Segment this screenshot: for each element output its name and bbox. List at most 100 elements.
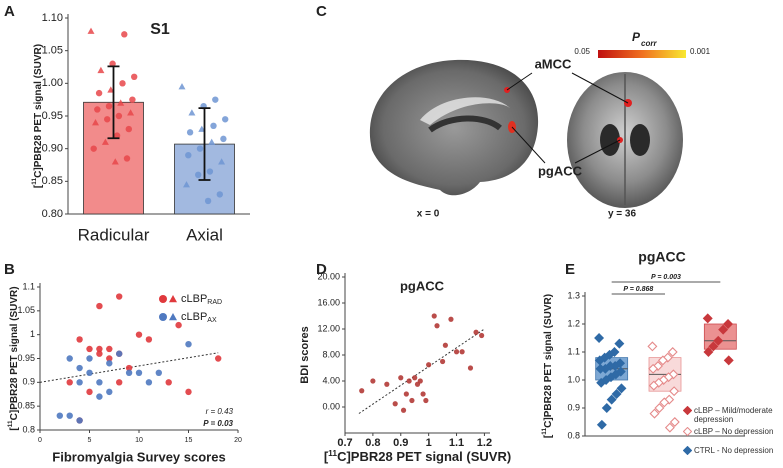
y-tick-label: 8.00 [322, 349, 340, 359]
data-point [76, 336, 83, 343]
data-point [145, 336, 153, 343]
data-point [94, 106, 101, 113]
panel-label: E [565, 261, 575, 278]
data-point [125, 125, 132, 133]
error-bar [198, 107, 211, 181]
data-point [96, 393, 103, 400]
data-point [439, 358, 446, 365]
y-axis-title: BDI scores [299, 326, 311, 383]
x-axis-title-sup: 11 [328, 448, 337, 458]
data-point [66, 412, 73, 419]
data-point [96, 350, 103, 357]
y-tick-label: 4.00 [322, 375, 340, 385]
data-point [131, 73, 138, 81]
data-point [599, 352, 610, 363]
y-axis-title-sup: 11 [7, 420, 14, 427]
legend-item: cLBP – Mild/moderate depression [683, 406, 776, 424]
data-point [215, 355, 222, 362]
data-point [185, 388, 192, 396]
data-point [384, 381, 390, 387]
data-point [208, 138, 216, 145]
data-point [664, 422, 675, 433]
y-axis-title: [11C]PBR28 PET signal (SUVR) [541, 294, 554, 438]
legend-marker [159, 295, 167, 303]
data-point [448, 316, 454, 322]
data-point [96, 345, 103, 353]
y-tick-label: 1.1 [22, 281, 35, 291]
y-tick-label: 1.05 [17, 305, 35, 315]
y-tick-label: 20.00 [317, 271, 340, 281]
data-point [723, 319, 734, 329]
data-point [125, 369, 133, 376]
region-label: aMCC [535, 56, 572, 71]
y-tick-label: 1.3 [567, 290, 580, 300]
data-point [97, 66, 105, 74]
y-tick-label: 1.00 [42, 77, 63, 89]
y-tick-label: 0.85 [17, 401, 35, 411]
data-point [453, 349, 460, 355]
y-axis-title-part: [ [33, 184, 44, 188]
data-point [708, 341, 719, 352]
y-tick-label: 0.9 [567, 402, 580, 412]
x-tick-label: 10 [135, 437, 143, 444]
data-point [426, 362, 432, 368]
data-point [76, 379, 83, 386]
y-axis-title-sup: 11 [31, 177, 38, 184]
data-point [479, 332, 485, 339]
y-axis-title: [11C]PBR28 PET signal (SUVR) [31, 44, 44, 188]
legend-marker [169, 313, 177, 321]
slice-label: y = 36 [608, 209, 637, 220]
x-axis-title: Fibromyalgia Survey scores [52, 449, 225, 464]
data-point [431, 313, 437, 319]
data-point [129, 96, 136, 103]
data-point [605, 361, 616, 371]
legend-sub: RAD [207, 299, 222, 306]
trendline [358, 328, 485, 414]
chart-title: S1 [150, 21, 170, 38]
x-tick-label: 0.7 [337, 437, 352, 449]
data-point [409, 397, 415, 404]
data-point [398, 375, 404, 381]
legend-item: cLBP – No depression [683, 427, 776, 436]
chart-title: pgACC [638, 249, 685, 265]
data-point [113, 132, 121, 139]
y-tick-label: 0.00 [322, 401, 340, 411]
legend-label: cLBP – No depression [694, 427, 774, 436]
data-point [117, 99, 125, 106]
data-point [106, 355, 113, 362]
data-point [412, 375, 418, 381]
data-point [403, 391, 409, 397]
x-tick-label: 1 [426, 437, 432, 449]
data-point [155, 369, 162, 376]
data-point [664, 394, 675, 405]
data-point [596, 419, 607, 430]
data-point [406, 378, 412, 384]
y-tick-label: 1.2 [567, 318, 580, 328]
y-tick-label: 0.95 [42, 110, 63, 122]
data-point [611, 389, 622, 399]
region-label: pgACC [538, 163, 583, 178]
data-point [175, 321, 182, 329]
chart-title: pgACC [400, 278, 445, 293]
data-point [101, 138, 109, 145]
data-point [216, 191, 223, 198]
data-point [165, 379, 172, 386]
data-point [473, 329, 479, 335]
legend-sub: AX [207, 317, 217, 324]
data-point [614, 338, 625, 349]
data-point [198, 125, 206, 132]
y-tick-label: 1.05 [42, 45, 63, 57]
y-tick-label: 1.10 [42, 12, 63, 24]
data-point [596, 377, 607, 388]
annotation: r = 0.43 [206, 407, 234, 416]
data-point [86, 369, 93, 376]
y-tick-label: 0.8 [22, 424, 35, 434]
data-point [654, 403, 665, 413]
colorbar-low: 0.05 [574, 47, 590, 56]
data-point [648, 380, 659, 391]
comparison-label: P = 0.003 [651, 274, 681, 281]
data-point [66, 355, 73, 362]
comparison-label: P = 0.868 [623, 286, 653, 293]
